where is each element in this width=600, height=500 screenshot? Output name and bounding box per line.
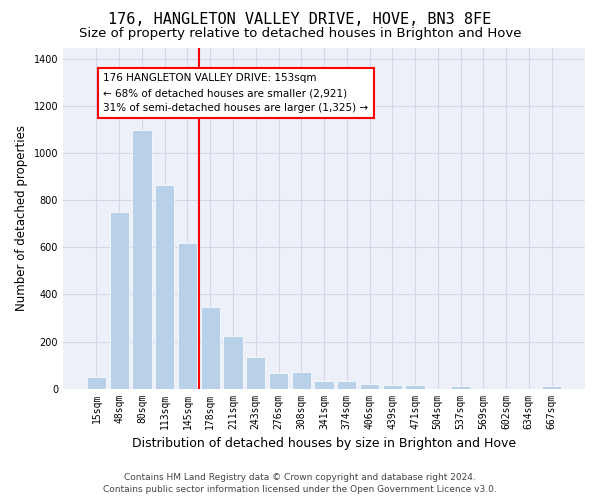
Bar	[178, 242, 197, 388]
Y-axis label: Number of detached properties: Number of detached properties	[15, 125, 28, 311]
Bar	[451, 386, 470, 388]
Bar	[337, 382, 356, 388]
Bar	[269, 374, 288, 388]
Bar	[406, 385, 425, 388]
Bar	[383, 385, 402, 388]
Bar	[246, 357, 265, 388]
Text: 176 HANGLETON VALLEY DRIVE: 153sqm
← 68% of detached houses are smaller (2,921)
: 176 HANGLETON VALLEY DRIVE: 153sqm ← 68%…	[103, 74, 368, 113]
Bar	[542, 386, 561, 388]
X-axis label: Distribution of detached houses by size in Brighton and Hove: Distribution of detached houses by size …	[132, 437, 516, 450]
Bar	[223, 336, 242, 388]
Bar	[155, 185, 175, 388]
Text: Contains HM Land Registry data © Crown copyright and database right 2024.
Contai: Contains HM Land Registry data © Crown c…	[103, 472, 497, 494]
Bar	[87, 377, 106, 388]
Bar	[360, 384, 379, 388]
Bar	[292, 372, 311, 388]
Text: 176, HANGLETON VALLEY DRIVE, HOVE, BN3 8FE: 176, HANGLETON VALLEY DRIVE, HOVE, BN3 8…	[109, 12, 491, 28]
Bar	[200, 308, 220, 388]
Bar	[314, 382, 334, 388]
Bar	[110, 212, 129, 388]
Bar	[132, 130, 152, 388]
Text: Size of property relative to detached houses in Brighton and Hove: Size of property relative to detached ho…	[79, 28, 521, 40]
